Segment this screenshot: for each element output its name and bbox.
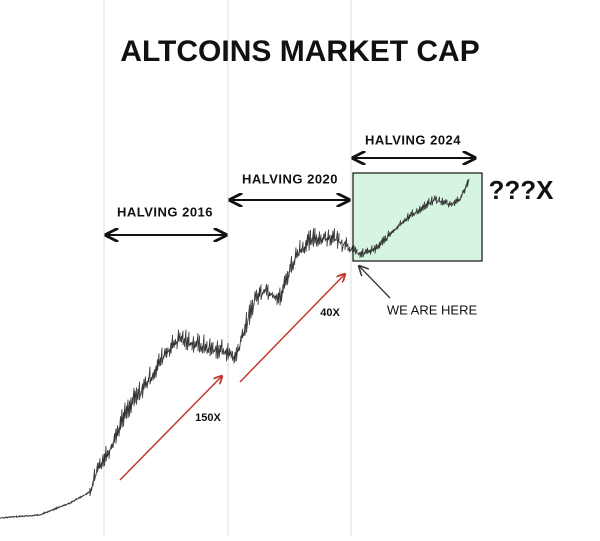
marker-label: WE ARE HERE bbox=[387, 302, 478, 317]
projection-label: ???X bbox=[489, 175, 555, 205]
marker-arrow bbox=[359, 266, 391, 299]
halving-label: HALVING 2020 bbox=[242, 171, 338, 186]
title: ALTCOINS MARKET CAP bbox=[120, 35, 479, 68]
price-line bbox=[0, 178, 470, 520]
gain-label: 40X bbox=[320, 307, 340, 319]
price-path bbox=[0, 178, 470, 520]
gain-arrow bbox=[119, 376, 222, 481]
gain-label: 150X bbox=[195, 412, 221, 424]
gain-arrow bbox=[239, 274, 345, 383]
halving-label: HALVING 2024 bbox=[365, 132, 461, 147]
halving-label: HALVING 2016 bbox=[117, 204, 213, 219]
